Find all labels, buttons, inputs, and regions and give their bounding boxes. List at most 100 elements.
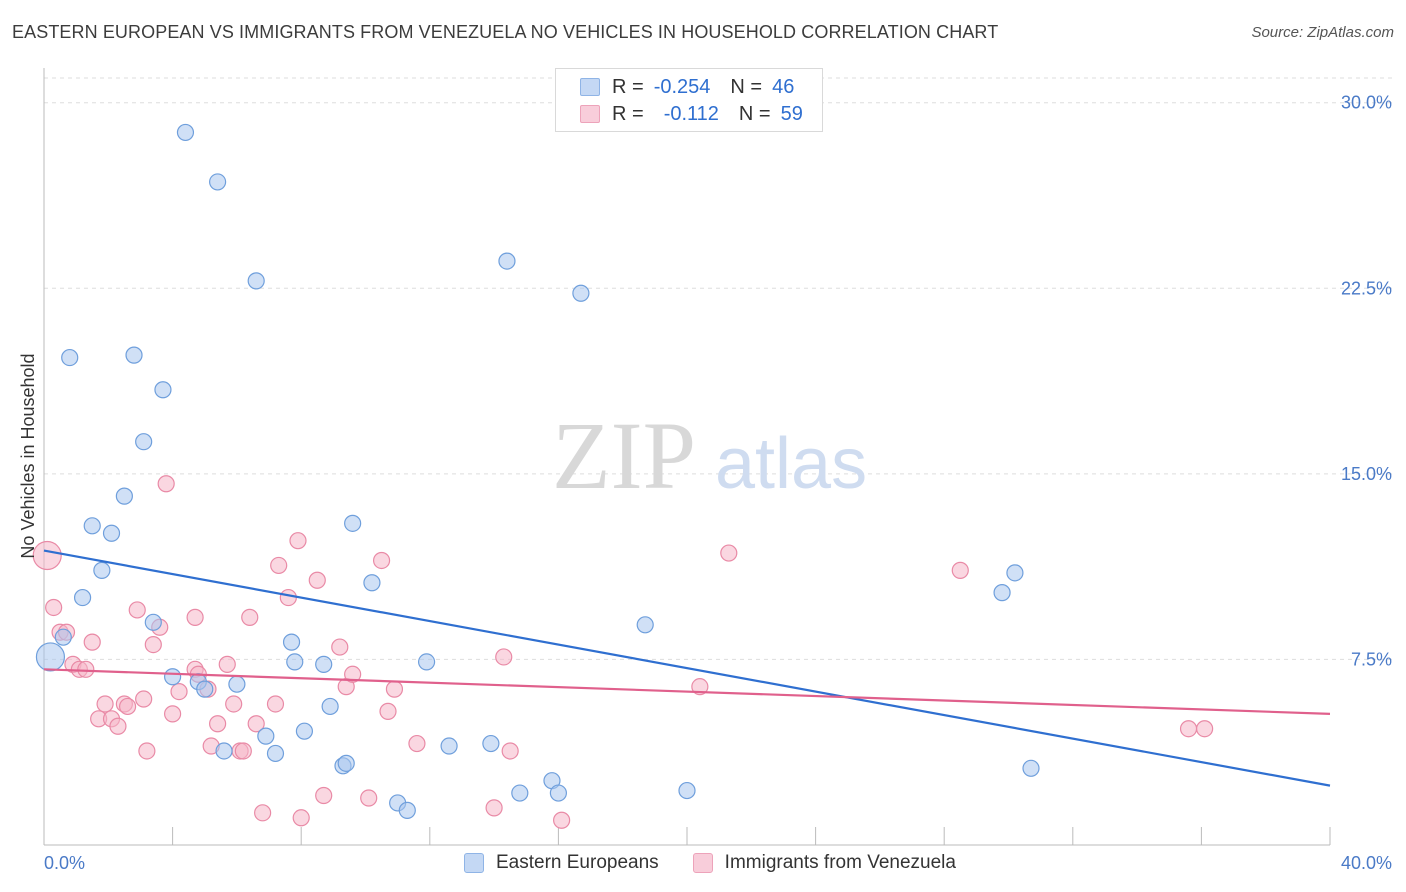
correlation-legend: R = -0.254 N = 46 R = -0.112 N = 59 [555,68,823,132]
data-point-eastern-european [1006,564,1024,582]
data-point-eastern-european [215,742,233,760]
y-tick-label: 22.5% [1341,278,1392,298]
data-point-venezuela [83,633,101,651]
data-point-venezuela [1179,720,1198,738]
data-point-venezuela [385,680,404,698]
legend-r-label: R = [612,102,644,125]
data-point-eastern-european [417,653,436,671]
legend-label-venezuela: Immigrants from Venezuela [724,852,956,873]
data-point-eastern-european [282,633,301,651]
data-point-venezuela [157,475,175,493]
y-tick-label: 7.5% [1351,649,1392,669]
data-point-venezuela [1196,720,1214,738]
legend-n-value: 46 [772,75,795,98]
trend-lines [43,549,1331,787]
data-point-venezuela [292,809,310,827]
data-point-venezuela [379,702,397,720]
watermark-zip: ZIP [552,402,696,509]
legend-swatch-blue [464,853,484,873]
data-point-venezuela [209,715,227,733]
data-point-eastern-european [164,668,182,686]
series-venezuela-points [32,475,1214,829]
data-point-eastern-european [636,616,654,634]
data-point-eastern-european [196,680,214,698]
data-point-eastern-european [440,737,458,755]
data-point-venezuela [225,695,243,713]
data-point-eastern-european [498,252,516,270]
data-point-eastern-european [257,727,275,745]
grid-lines [44,77,1392,660]
y-tick-label: 30.0% [1341,93,1392,113]
data-point-venezuela [138,742,156,760]
legend-item-venezuela[interactable]: Immigrants from Venezuela [692,852,956,874]
data-point-eastern-european [511,784,529,802]
legend-row-eastern-europeans: R = -0.254 N = 46 [580,74,794,100]
data-point-eastern-european [115,487,133,505]
data-point-eastern-european [363,574,381,592]
data-point-eastern-european [549,784,568,802]
data-point-venezuela [254,804,272,822]
legend-swatch-pink [580,105,600,123]
data-point-venezuela [279,588,297,607]
data-point-eastern-european [344,514,362,532]
data-point-eastern-european [247,272,265,290]
data-point-venezuela [128,601,146,619]
legend-row-venezuela: R = -0.112 N = 59 [580,101,803,127]
chart-title: EASTERN EUROPEAN VS IMMIGRANTS FROM VENE… [12,22,999,42]
data-point-eastern-european [678,781,696,800]
legend-item-eastern-europeans[interactable]: Eastern Europeans [464,852,659,874]
data-point-eastern-european [35,642,66,672]
data-point-venezuela [164,705,182,723]
data-point-venezuela [308,571,326,589]
data-point-venezuela [186,608,204,626]
data-point-venezuela [170,682,188,701]
data-point-venezuela [266,695,285,713]
y-tick-labels: 7.5% 15.0% 22.5% 30.0% [1341,93,1392,670]
data-point-eastern-european [102,524,121,542]
data-point-venezuela [144,635,162,654]
trend-line-eastern-europeans [43,549,1331,787]
data-point-eastern-european [993,584,1011,602]
watermark-atlas: atlas [715,424,867,504]
x-tick-label-max: 40.0% [1341,853,1392,873]
data-point-venezuela [289,532,307,550]
data-point-venezuela [32,540,62,571]
data-point-eastern-european [83,517,101,535]
data-point-venezuela [691,678,709,696]
data-point-venezuela [247,715,265,733]
data-point-venezuela [344,665,362,683]
data-point-venezuela [241,608,259,626]
data-point-venezuela [501,742,519,760]
y-tick-label: 15.0% [1341,464,1392,484]
legend-r-value: -0.254 [653,75,711,98]
data-point-eastern-european [398,801,416,819]
data-point-eastern-european [144,613,162,631]
legend-r-label: R = [612,75,644,98]
data-point-venezuela [331,638,349,656]
y-axis-label: No Vehicles in Household [18,353,38,558]
data-point-eastern-european [286,653,304,671]
data-point-venezuela [218,655,236,673]
axes [43,68,1331,846]
data-point-eastern-european [61,348,79,367]
data-point-venezuela [234,742,252,760]
data-point-eastern-european [266,744,285,763]
legend-n-value: 59 [780,102,803,125]
data-point-eastern-european [1022,759,1040,777]
source-note: Source: ZipAtlas.com [1251,24,1394,41]
data-point-eastern-european [135,433,153,451]
data-point-venezuela [315,786,333,805]
data-point-venezuela [109,717,127,735]
data-point-venezuela [951,561,969,579]
data-point-venezuela [96,695,114,713]
data-point-venezuela [77,660,95,678]
data-point-eastern-european [125,346,143,364]
data-point-venezuela [372,551,391,570]
legend-n-label: N = [730,75,763,98]
data-point-venezuela [485,799,503,817]
data-point-venezuela [408,734,426,753]
data-point-eastern-european [337,754,355,772]
data-point-eastern-european [176,123,195,142]
legend-r-value: -0.112 [663,102,719,125]
